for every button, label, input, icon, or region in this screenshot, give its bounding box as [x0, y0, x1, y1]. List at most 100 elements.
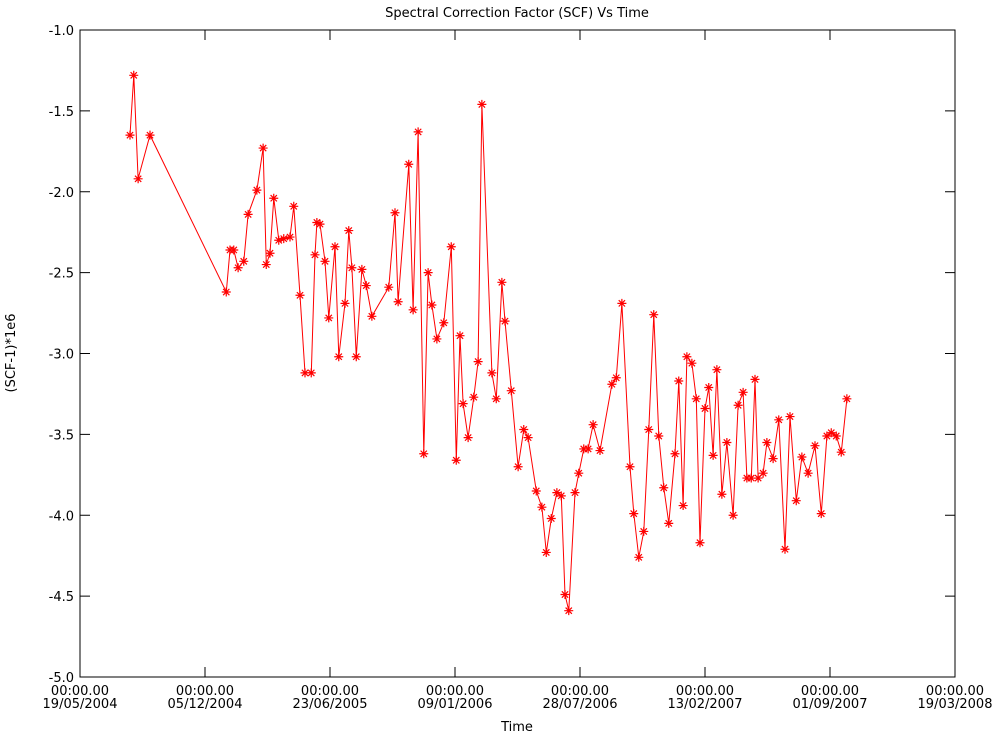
- marker: [390, 208, 400, 218]
- marker: [588, 420, 598, 430]
- marker: [513, 462, 523, 472]
- marker: [252, 185, 262, 195]
- x-tick-label-line: 23/06/2005: [293, 697, 368, 712]
- marker: [687, 358, 697, 368]
- marker: [674, 376, 684, 386]
- marker: [583, 444, 593, 454]
- y-tick-label: -4.0: [49, 509, 74, 524]
- marker: [822, 431, 832, 441]
- marker: [446, 242, 456, 252]
- marker: [315, 219, 325, 229]
- x-tick-label: 00:00.00 09/01/2006: [418, 684, 493, 712]
- marker: [785, 412, 795, 422]
- x-tick-label-line: 01/09/2007: [793, 697, 868, 712]
- x-tick-label-line: 19/05/2004: [43, 697, 118, 712]
- marker: [451, 455, 461, 465]
- marker: [404, 159, 414, 169]
- marker: [722, 437, 732, 447]
- marker: [487, 368, 497, 378]
- marker: [552, 488, 562, 498]
- marker: [678, 501, 688, 511]
- marker: [836, 447, 846, 457]
- marker: [617, 298, 627, 308]
- marker: [285, 232, 295, 242]
- marker: [629, 509, 639, 519]
- marker: [384, 282, 394, 292]
- x-tick-label-line: 05/12/2004: [168, 697, 243, 712]
- x-tick-label: 00:00.00 19/05/2004: [43, 684, 118, 712]
- marker: [243, 209, 253, 219]
- marker: [330, 242, 340, 252]
- marker: [842, 394, 852, 404]
- marker: [695, 538, 705, 548]
- marker: [774, 415, 784, 425]
- marker: [145, 130, 155, 140]
- marker: [473, 357, 483, 367]
- marker: [221, 287, 231, 297]
- x-tick-label-line: 00:00.00: [51, 684, 109, 699]
- marker: [639, 526, 649, 536]
- marker: [258, 143, 268, 153]
- marker: [738, 387, 748, 397]
- y-tick-label: -2.5: [49, 267, 74, 282]
- marker: [758, 468, 768, 478]
- marker: [826, 428, 836, 438]
- marker: [310, 250, 320, 260]
- marker: [625, 462, 635, 472]
- marker: [519, 425, 529, 435]
- marker: [419, 449, 429, 459]
- marker: [239, 256, 249, 266]
- marker: [780, 544, 790, 554]
- marker: [463, 433, 473, 443]
- marker: [712, 365, 722, 375]
- marker: [570, 488, 580, 498]
- marker: [831, 431, 841, 441]
- marker: [408, 305, 418, 315]
- x-tick-label: 00:00.00 23/06/2005: [293, 684, 368, 712]
- marker: [733, 400, 743, 410]
- marker: [810, 441, 820, 451]
- y-tick-label: -3.5: [49, 428, 74, 443]
- marker: [670, 449, 680, 459]
- marker: [477, 99, 487, 109]
- marker: [500, 316, 510, 326]
- x-tick-label-line: 09/01/2006: [418, 697, 493, 712]
- marker: [762, 437, 772, 447]
- x-tick-label-line: 28/07/2006: [543, 697, 618, 712]
- marker: [129, 70, 139, 80]
- marker: [320, 256, 330, 266]
- x-tick-label-line: 00:00.00: [801, 684, 859, 699]
- marker: [497, 277, 507, 287]
- marker: [265, 248, 275, 258]
- marker: [427, 300, 437, 310]
- y-tick-label: -3.0: [49, 348, 74, 363]
- marker: [393, 297, 403, 307]
- marker: [261, 260, 271, 270]
- marker: [306, 368, 316, 378]
- x-tick-label-line: 00:00.00: [926, 684, 984, 699]
- marker: [233, 263, 243, 273]
- marker: [768, 454, 778, 464]
- marker: [649, 310, 659, 320]
- x-tick-label-line: 19/03/2008: [918, 697, 993, 712]
- marker: [546, 513, 556, 523]
- marker: [340, 298, 350, 308]
- x-tick-label: 00:00.00 05/12/2004: [168, 684, 243, 712]
- marker: [432, 334, 442, 344]
- marker: [644, 425, 654, 435]
- marker: [269, 193, 279, 203]
- marker: [595, 446, 605, 456]
- marker: [351, 352, 361, 362]
- marker: [439, 318, 449, 328]
- x-tick-label: 00:00.00 19/03/2008: [918, 684, 993, 712]
- marker: [455, 331, 465, 341]
- marker: [347, 263, 357, 273]
- marker: [133, 174, 143, 184]
- marker: [413, 127, 423, 137]
- marker: [691, 394, 701, 404]
- marker: [300, 368, 310, 378]
- x-tick-label-line: 13/02/2007: [668, 697, 743, 712]
- marker: [728, 510, 738, 520]
